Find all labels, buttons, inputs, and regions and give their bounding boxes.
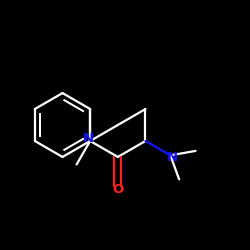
Text: O: O xyxy=(112,182,124,196)
Text: N: N xyxy=(167,150,178,164)
Text: N: N xyxy=(83,132,94,145)
